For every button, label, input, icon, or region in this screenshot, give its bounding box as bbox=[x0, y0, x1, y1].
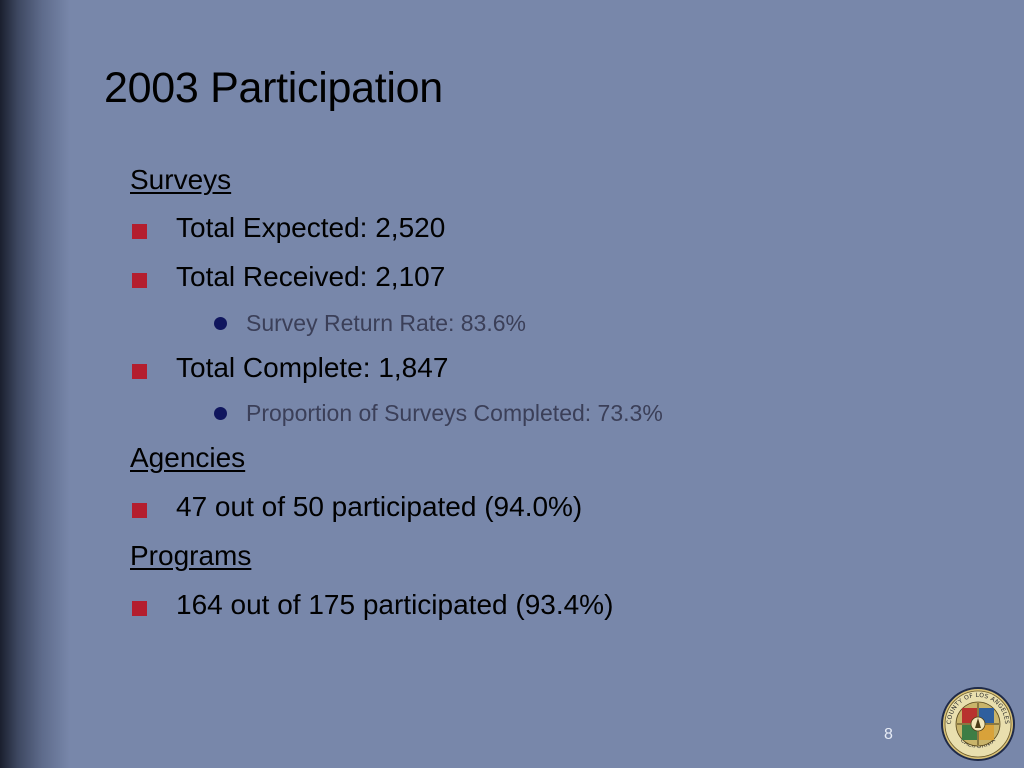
list-item-programs-participated: 164 out of 175 participated (93.4%) bbox=[130, 589, 613, 621]
square-bullet-icon bbox=[132, 273, 147, 288]
list-item-total-expected: Total Expected: 2,520 bbox=[130, 212, 445, 244]
list-item-proportion-completed: Proportion of Surveys Completed: 73.3% bbox=[130, 400, 663, 427]
left-edge-shade bbox=[0, 0, 70, 768]
list-item-total-complete: Total Complete: 1,847 bbox=[130, 352, 448, 384]
agencies-heading: Agencies bbox=[130, 442, 246, 473]
round-bullet-icon bbox=[214, 317, 227, 330]
square-bullet-icon bbox=[132, 224, 147, 239]
total-complete-text: Total Complete: 1,847 bbox=[176, 352, 449, 383]
list-item-return-rate: Survey Return Rate: 83.6% bbox=[130, 310, 526, 337]
programs-heading: Programs bbox=[130, 540, 252, 571]
slide-title: 2003 Participation bbox=[104, 64, 443, 112]
square-bullet-icon bbox=[132, 503, 147, 518]
return-rate-text: Survey Return Rate: 83.6% bbox=[246, 310, 526, 336]
list-item-agencies-participated: 47 out of 50 participated (94.0%) bbox=[130, 491, 582, 523]
total-expected-text: Total Expected: 2,520 bbox=[176, 212, 446, 243]
list-item-total-received: Total Received: 2,107 bbox=[130, 261, 445, 293]
square-bullet-icon bbox=[132, 364, 147, 379]
proportion-completed-text: Proportion of Surveys Completed: 73.3% bbox=[246, 400, 663, 426]
surveys-heading: Surveys bbox=[130, 164, 232, 195]
county-seal-icon: COUNTY OF LOS ANGELES CALIFORNIA bbox=[941, 687, 1015, 761]
agencies-participated-text: 47 out of 50 participated (94.0%) bbox=[176, 491, 583, 522]
total-received-text: Total Received: 2,107 bbox=[176, 261, 446, 292]
page-number: 8 bbox=[884, 726, 893, 743]
square-bullet-icon bbox=[132, 601, 147, 616]
programs-participated-text: 164 out of 175 participated (93.4%) bbox=[176, 589, 614, 620]
round-bullet-icon bbox=[214, 407, 227, 420]
